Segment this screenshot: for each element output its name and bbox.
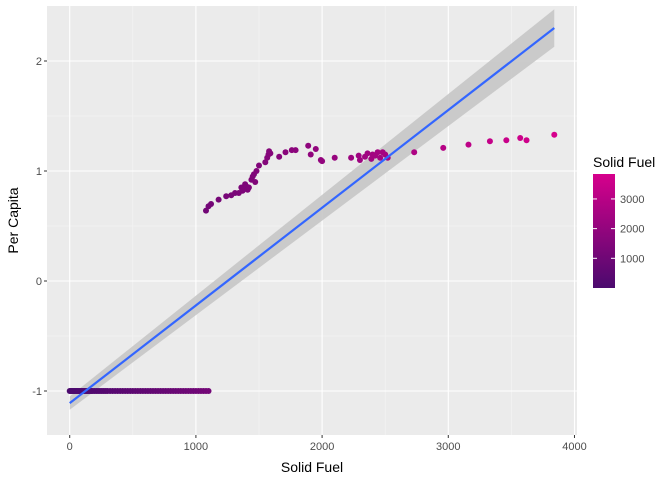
legend-colorbar [593,174,615,288]
data-point [267,150,274,157]
data-point [517,135,524,141]
data-point [223,193,230,200]
data-point [307,151,314,158]
x-tick-label: 1000 [184,441,208,453]
x-tick-label: 0 [67,441,73,453]
data-point [374,149,381,156]
data-point [203,207,209,214]
data-point [331,154,338,161]
y-axis-title: Per Capita [5,187,21,253]
data-point [292,147,299,154]
data-point [319,158,326,165]
regression-line-layer [69,27,555,404]
data-point [312,146,319,152]
data-point [208,201,215,207]
data-point [215,196,222,203]
legend-ticks: 1000 2000 3000 [593,194,644,265]
x-tick-label: 3000 [436,441,460,453]
data-point [305,142,312,149]
data-point [551,131,558,138]
legend-break-label: 2000 [620,224,644,236]
data-point [377,154,384,161]
data-point [245,184,252,191]
x-tick-label: 2000 [310,441,334,453]
data-point [252,179,259,185]
legend-break-label: 1000 [620,253,644,265]
x-tick-label: 4000 [562,441,586,453]
regression-line [69,27,555,404]
data-point [356,157,363,163]
data-point [253,168,260,174]
data-point [503,137,510,144]
data-point [486,138,493,145]
data-point [523,137,530,144]
data-point [440,144,447,151]
x-axis-title: Solid Fuel [281,459,343,475]
legend-title: Solid Fuel [593,154,655,170]
minor-gridlines [47,6,577,435]
y-tick-label: -1 [32,386,42,398]
data-point [282,149,289,156]
legend-break-label: 3000 [620,194,644,206]
data-point [205,388,212,394]
data-point [276,153,283,160]
data-point [465,141,472,148]
legend: Solid Fuel 1000 2000 3000 [593,154,655,288]
y-tick-label: 1 [36,166,42,178]
y-axis-ticks: -1 0 1 2 [32,56,47,398]
y-tick-label: 2 [36,56,42,68]
data-point [411,149,418,156]
data-point [348,154,355,161]
data-point [364,150,371,157]
x-axis-ticks: 0 1000 2000 3000 4000 [67,435,587,453]
data-point [256,162,262,169]
y-tick-label: 0 [36,276,42,288]
